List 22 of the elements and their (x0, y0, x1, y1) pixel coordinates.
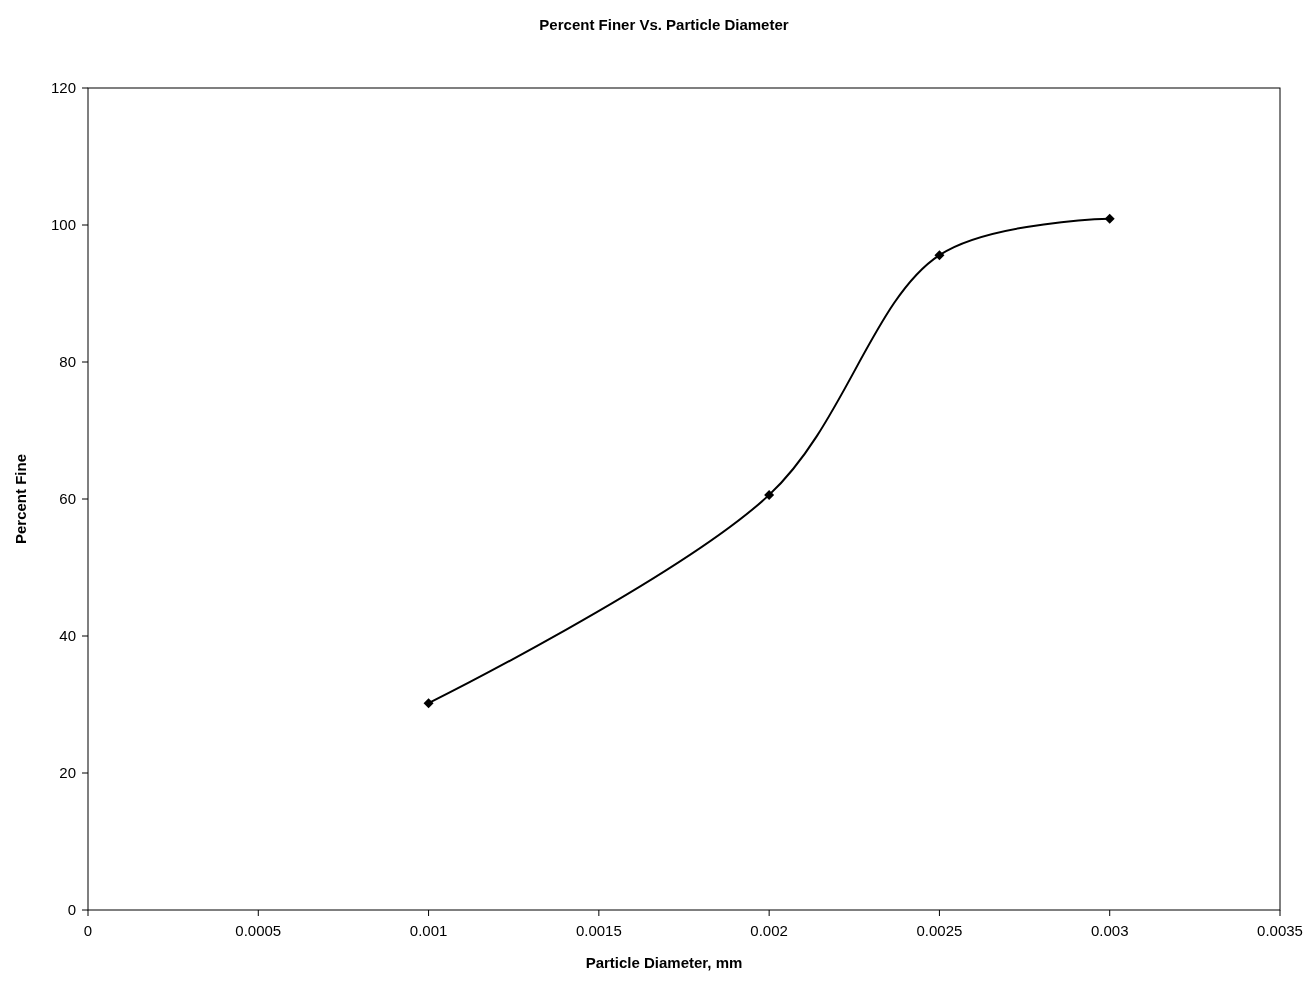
y-tick-label: 20 (59, 764, 76, 781)
y-tick-label: 120 (50, 79, 76, 96)
y-tick-label: 100 (50, 216, 76, 233)
point (1104, 213, 1115, 224)
point (764, 489, 775, 500)
y-tick-label: 0 (67, 901, 76, 918)
x-tick-label: 0.0025 (916, 922, 963, 939)
y-tick-label: 40 (59, 627, 76, 644)
y-axis-title: Percent Fine (12, 453, 29, 545)
chart-title: Percent Finer Vs. Particle Diameter (539, 16, 789, 33)
x-tick-label: 0.0035 (1257, 922, 1303, 939)
point (934, 250, 945, 261)
x-tick-label: 0.002 (750, 922, 788, 939)
x-tick-label: 0 (83, 922, 93, 939)
x-tick-label: 0.001 (409, 922, 448, 939)
y-tick-label: 60 (59, 490, 76, 507)
x-tick-label: 0.0005 (235, 922, 282, 939)
y-tick-label: 80 (59, 353, 76, 370)
point (423, 698, 434, 709)
x-tick-label: 0.0015 (575, 922, 622, 939)
x-axis-title: Particle Diameter, mm (585, 954, 743, 971)
x-tick-label: 0.003 (1090, 922, 1129, 939)
